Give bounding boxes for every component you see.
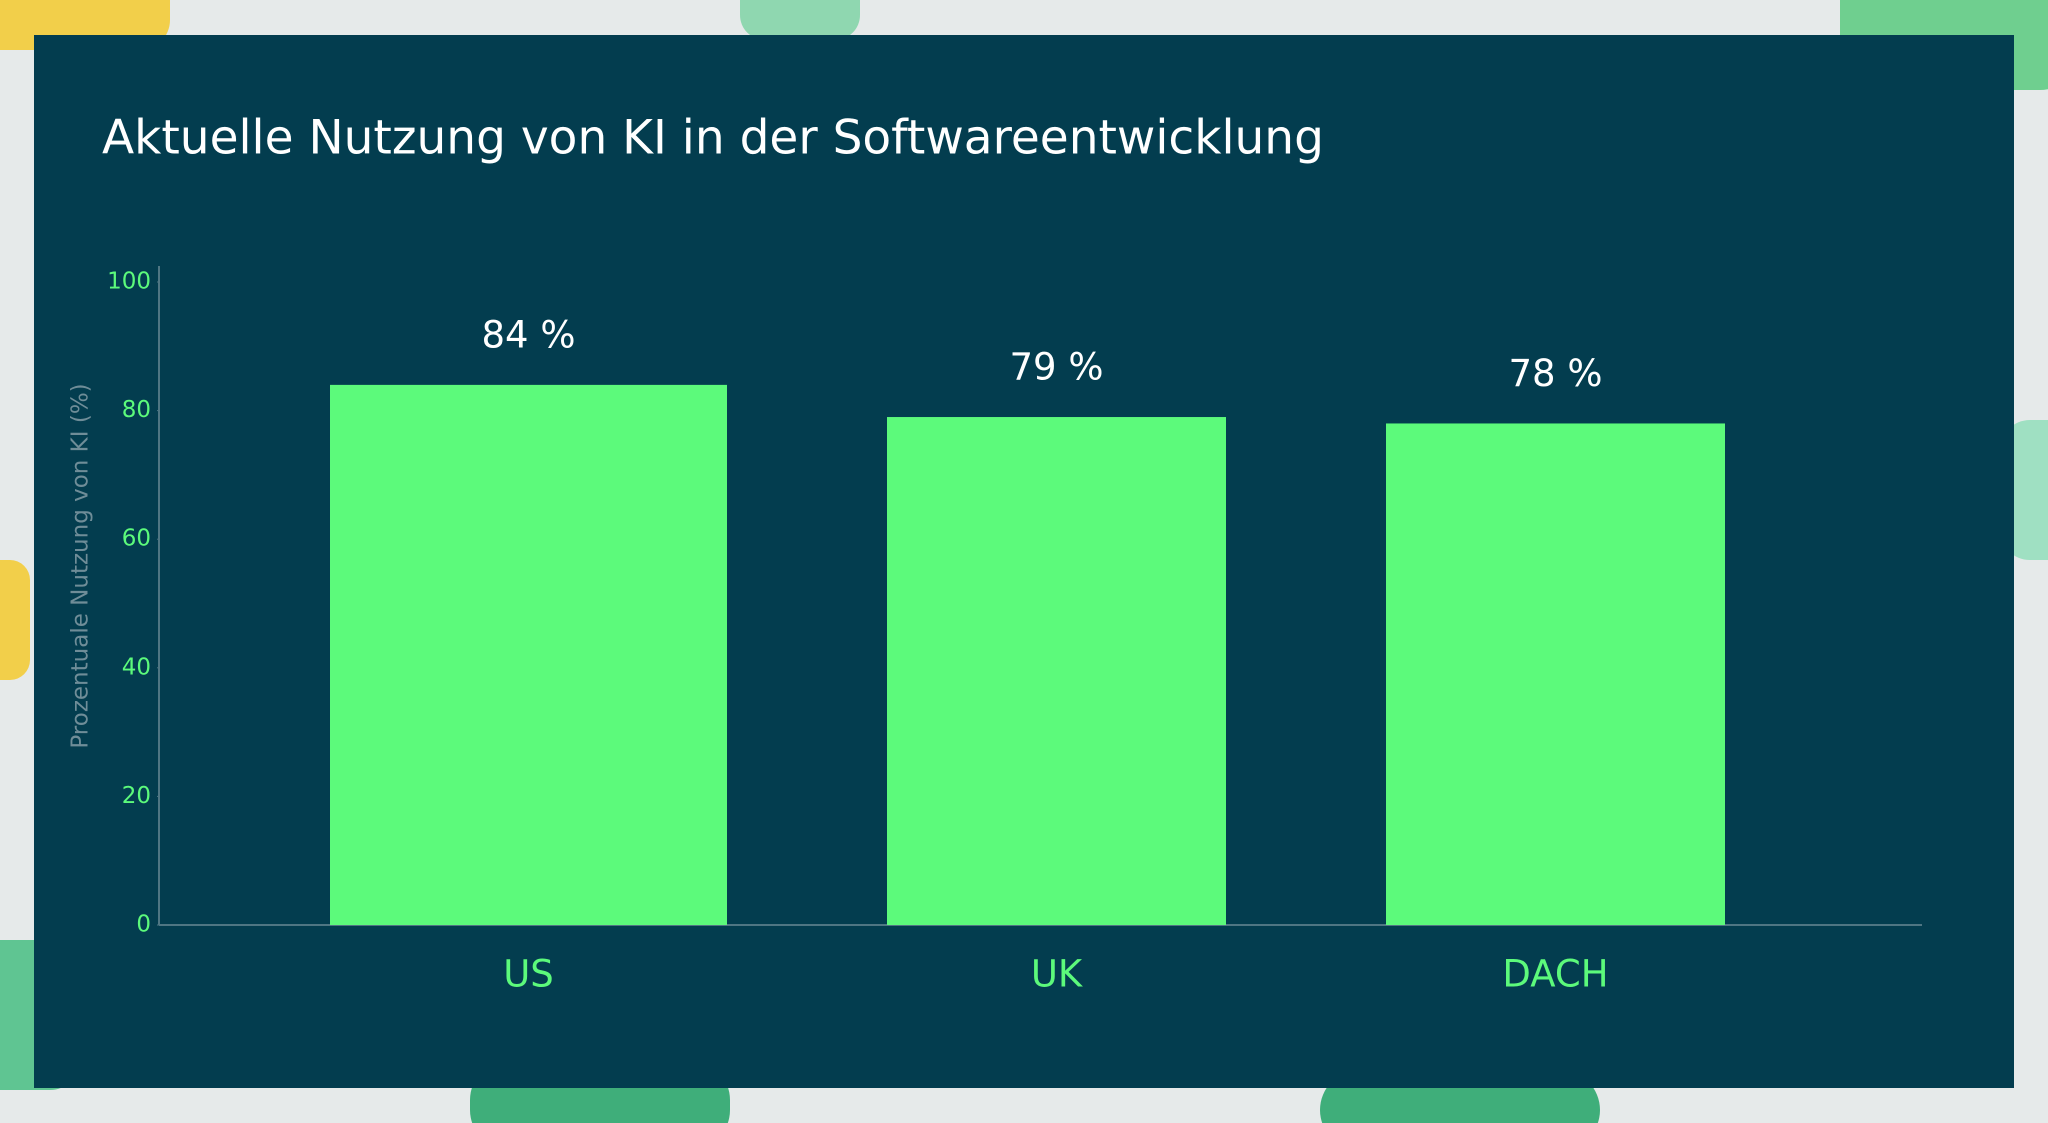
y-tick-label: 20 [122,783,151,809]
y-tick-label: 60 [122,526,151,552]
x-tick-label: US [503,953,554,996]
y-tick-label: 100 [107,269,151,295]
bar [887,417,1226,925]
bar [330,384,727,925]
x-tick-label: DACH [1502,953,1608,996]
decor-shape [740,0,860,40]
y-axis-label: Prozentuale Nutzung von KI (%) [68,383,94,748]
value-label: 84 % [482,313,576,356]
y-tick-label: 40 [122,654,151,680]
value-label: 79 % [1010,346,1104,389]
bar [1386,423,1725,925]
y-tick-label: 80 [122,397,151,423]
x-tick-label: UK [1031,953,1084,996]
y-tick-label: 0 [136,912,151,938]
decor-shape [0,560,30,680]
value-label: 78 % [1509,352,1603,395]
chart-title: Aktuelle Nutzung von KI in der Softwaree… [102,111,1324,166]
